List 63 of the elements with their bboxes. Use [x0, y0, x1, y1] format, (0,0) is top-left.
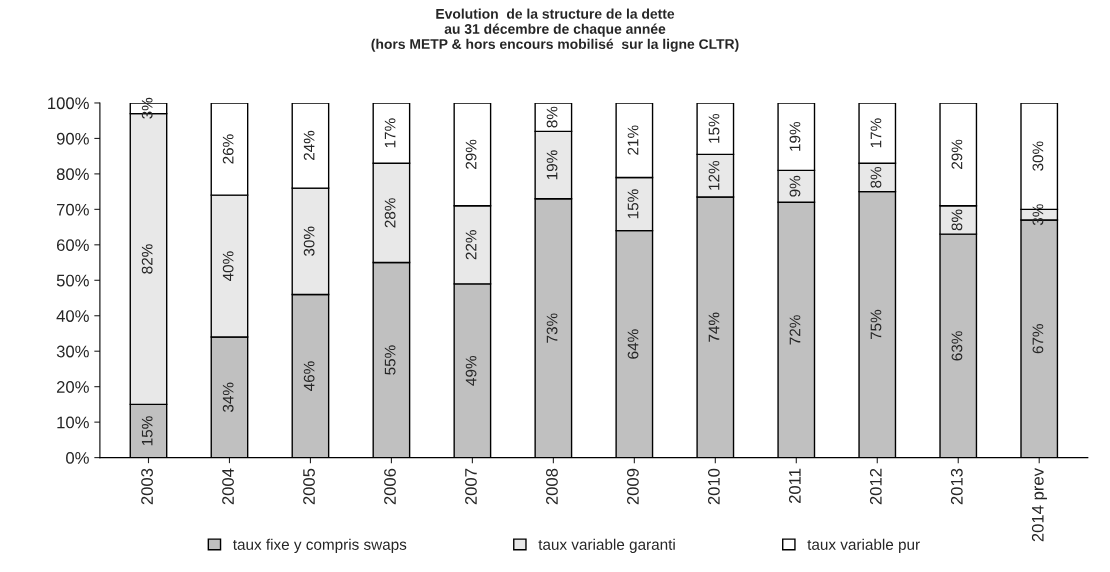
y-tick-label: 10%	[57, 416, 89, 429]
data-label: 73%	[546, 313, 558, 343]
x-tick-label: 2006	[384, 468, 396, 505]
x-tick-label: 2011	[788, 468, 801, 504]
x-tick-label: 2009	[627, 468, 639, 505]
x-tick-label: 2010	[707, 468, 720, 505]
data-label: 12%	[708, 160, 720, 190]
y-tick-label: 100%	[48, 97, 89, 110]
data-label: 75%	[870, 309, 882, 340]
x-tick-label: 2014 prev	[1031, 468, 1047, 542]
y-tick-label: 80%	[56, 168, 89, 181]
data-label: 19%	[789, 121, 801, 151]
data-label: 19%	[546, 150, 558, 180]
y-tick-label: 60%	[56, 239, 89, 252]
x-tick-label: 2013	[950, 468, 963, 505]
data-label: 17%	[384, 118, 396, 148]
data-label: 67%	[1032, 324, 1044, 354]
data-label: 3%	[1032, 204, 1044, 226]
data-label: 21%	[627, 125, 639, 155]
data-label: 22%	[465, 230, 477, 260]
y-tick-label: 50%	[56, 274, 89, 287]
data-label: 29%	[951, 139, 963, 169]
data-label: 24%	[303, 130, 315, 161]
data-label: 82%	[141, 244, 153, 274]
data-label: 8%	[951, 209, 963, 231]
x-tick-label: 2012	[869, 468, 882, 505]
data-label: 72%	[789, 315, 801, 345]
data-label: 8%	[870, 166, 882, 188]
data-label: 3%	[141, 97, 153, 119]
x-tick-label: 2008	[546, 468, 558, 505]
y-tick-label: 40%	[56, 310, 89, 322]
x-tick-label: 2003	[141, 468, 153, 505]
y-tick-label: 30%	[56, 345, 89, 358]
data-label: 30%	[1032, 141, 1044, 171]
data-label: 46%	[303, 361, 315, 391]
data-label: 15%	[708, 113, 720, 143]
data-label: 15%	[141, 416, 153, 446]
data-label: 15%	[627, 189, 639, 219]
data-label: 40%	[222, 251, 234, 282]
data-label: 8%	[546, 106, 558, 128]
legend-label: taux variable pur	[807, 538, 920, 553]
data-label: 26%	[222, 134, 234, 164]
x-tick-label: 2005	[303, 468, 315, 505]
data-label: 74%	[708, 312, 720, 342]
y-tick-label: 0%	[66, 452, 89, 464]
data-label: 17%	[870, 118, 882, 148]
chart-title: Evolution de la structure de la dette au 31 décembre de chaque année (hors METP & hors encours mobilisé sur la ligne CLTR)	[371, 8, 739, 52]
data-label: 28%	[384, 198, 396, 228]
data-label: 64%	[627, 329, 639, 359]
data-label: 63%	[951, 331, 963, 361]
data-label: 9%	[789, 175, 801, 197]
data-label: 55%	[384, 345, 396, 375]
legend-label: taux fixe y compris swaps	[233, 538, 407, 553]
data-label: 29%	[465, 139, 477, 169]
x-tick-label: 2007	[465, 468, 477, 505]
data-label: 34%	[222, 382, 234, 413]
y-tick-label: 90%	[56, 132, 89, 145]
y-tick-label: 70%	[56, 203, 89, 216]
legend-label: taux variable garanti	[538, 538, 675, 553]
data-label: 30%	[303, 226, 315, 256]
data-label: 49%	[465, 355, 477, 386]
y-tick-label: 20%	[56, 381, 89, 393]
x-tick-label: 2004	[222, 468, 234, 505]
